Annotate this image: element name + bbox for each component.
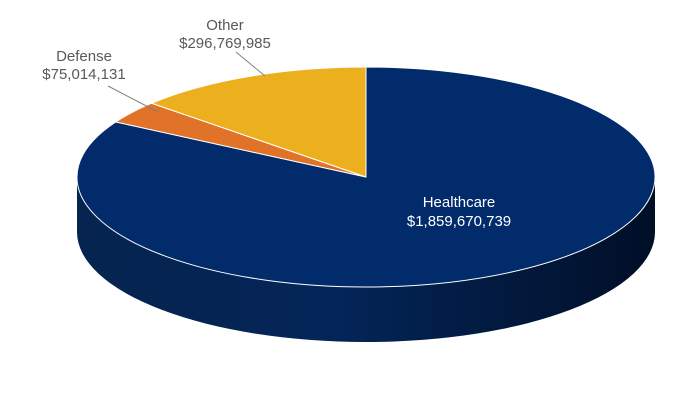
pie-side-wall (77, 177, 655, 342)
pie-slice-other (151, 66, 367, 178)
leader-line-defense (107, 85, 159, 113)
slice-label-defense: Defense (56, 48, 112, 65)
pie-labels: Defense $75,014,131 Other $296,769,985 H… (42, 17, 511, 230)
pie-depth-side (77, 177, 655, 342)
leader-line-other (235, 51, 266, 77)
slice-value-healthcare: $1,859,670,739 (407, 213, 511, 230)
slice-label-healthcare: Healthcare (423, 194, 496, 211)
slice-value-defense: $75,014,131 (42, 66, 125, 83)
pie-top-face (76, 66, 656, 288)
slice-value-other: $296,769,985 (179, 35, 271, 52)
slice-label-other: Other (206, 17, 244, 34)
